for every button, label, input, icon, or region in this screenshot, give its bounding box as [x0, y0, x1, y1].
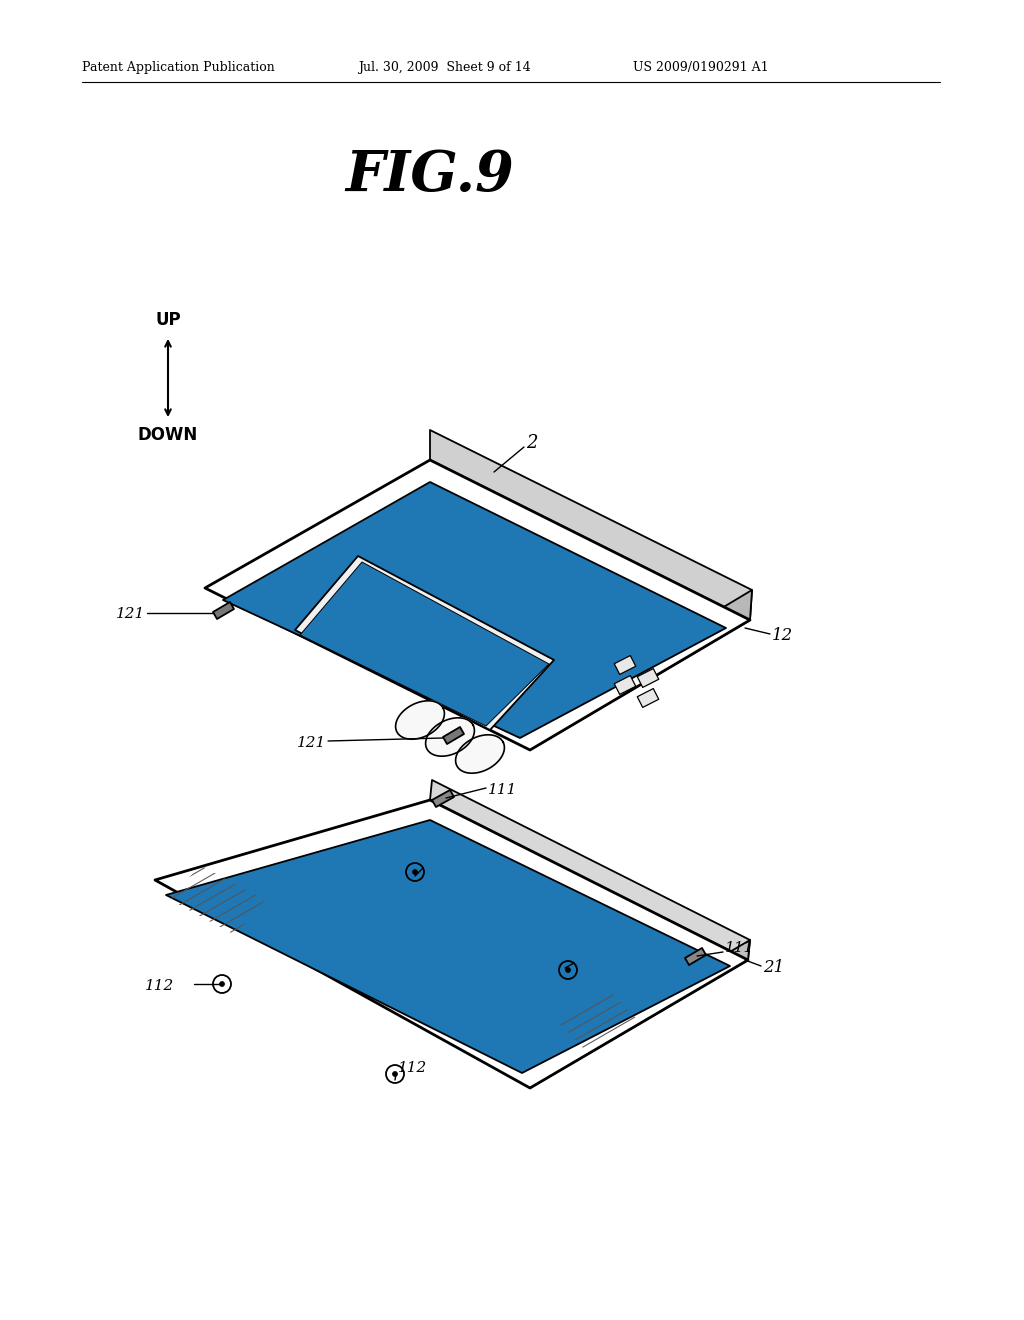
Text: 2: 2: [526, 434, 538, 451]
Text: 21: 21: [763, 960, 784, 977]
Polygon shape: [395, 701, 444, 739]
Polygon shape: [205, 459, 750, 750]
Polygon shape: [295, 556, 554, 730]
Text: US 2009/0190291 A1: US 2009/0190291 A1: [633, 62, 769, 74]
Polygon shape: [530, 590, 752, 750]
Text: 12: 12: [772, 627, 794, 644]
Polygon shape: [614, 676, 636, 694]
Circle shape: [413, 870, 418, 874]
Text: UP: UP: [156, 312, 181, 329]
Polygon shape: [426, 718, 474, 756]
Text: FIG.9: FIG.9: [346, 148, 514, 202]
Polygon shape: [166, 820, 730, 1073]
Polygon shape: [456, 735, 505, 774]
Polygon shape: [155, 800, 748, 1088]
Text: 112: 112: [425, 855, 455, 869]
Text: 112: 112: [145, 979, 174, 993]
Polygon shape: [685, 948, 706, 965]
Circle shape: [392, 1072, 397, 1077]
Text: Jul. 30, 2009  Sheet 9 of 14: Jul. 30, 2009 Sheet 9 of 14: [358, 62, 530, 74]
Text: Patent Application Publication: Patent Application Publication: [82, 62, 274, 74]
Text: 112: 112: [578, 953, 607, 968]
Text: DOWN: DOWN: [138, 426, 198, 444]
Polygon shape: [637, 668, 658, 688]
Polygon shape: [300, 562, 549, 726]
Text: 112: 112: [398, 1061, 427, 1074]
Circle shape: [219, 982, 224, 986]
Text: 121: 121: [297, 737, 326, 750]
Polygon shape: [530, 940, 750, 1088]
Polygon shape: [443, 727, 464, 744]
Polygon shape: [614, 656, 636, 675]
Circle shape: [565, 968, 570, 973]
Polygon shape: [430, 430, 752, 620]
Text: 121: 121: [116, 607, 145, 620]
Polygon shape: [213, 602, 234, 619]
Polygon shape: [223, 482, 726, 738]
Polygon shape: [430, 780, 750, 960]
Text: 111: 111: [725, 941, 755, 954]
Polygon shape: [637, 689, 658, 708]
Polygon shape: [432, 789, 454, 807]
Text: 111: 111: [488, 783, 517, 797]
